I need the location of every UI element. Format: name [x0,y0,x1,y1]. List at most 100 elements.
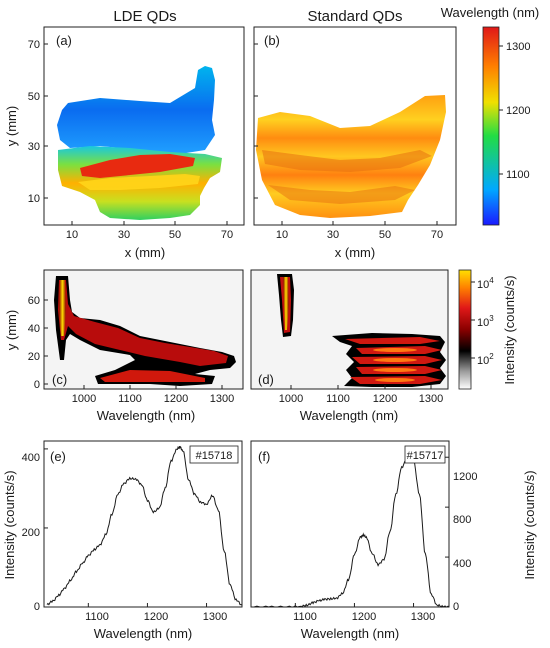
intensity-colorbar-tick: 102 [477,352,494,367]
panel-a-ytick: 70 [28,39,40,51]
panel-b-xaxis: 10 30 50 70 x (mm) [276,221,443,260]
panel-f-ytick: 0 [453,601,459,613]
panel-d-xaxis: 1000 1100 1200 1300 Wavelength (nm) [279,385,443,423]
panel-f-frame [250,440,450,608]
panel-f-sample-box [404,445,446,464]
panel-a-ytick: 10 [28,193,40,205]
intensity-colorbar: 104 103 102 Intensity (counts/s) [458,269,517,390]
panel-e-xaxis: 1100 1200 1300 Wavelength (nm) [85,603,227,641]
panel-b-xtick: 50 [379,229,391,241]
panel-f-yaxis: 0 400 800 1200 Intensity (counts/s) [445,456,537,613]
panel-b-yaxis [254,43,258,199]
panel-a-ytick: 30 [28,141,40,153]
panel-e-xlabel: Wavelength (nm) [94,626,193,641]
panel-e-ylabel: Intensity (counts/s) [2,470,17,579]
panel-d-xtick: 1000 [279,393,303,405]
panel-c-ytick: 20 [28,351,40,363]
wavelength-colorbar-tick: 1300 [506,41,530,53]
panel-c-ytick: 40 [28,323,40,335]
panel-c-ridge [59,280,66,336]
panel-c-xaxis: 1000 1100 1200 1300 Wavelength (nm) [72,385,234,423]
panel-c-xlabel: Wavelength (nm) [97,408,196,423]
panel-d-letter: (d) [258,372,274,387]
panel-a-xtick: 10 [66,229,78,241]
panel-e: (e) #15718 0 200 400 Intensity (counts/s… [2,440,243,641]
panel-c-ytick: 0 [34,379,40,391]
panel-f-ytick: 800 [453,514,471,526]
panel-a-xtick: 70 [221,229,233,241]
panel-f-xtick: 1100 [293,611,317,623]
panel-e-frame [43,440,243,608]
panel-c-xtick: 1100 [118,393,142,405]
panel-e-ytick: 0 [34,601,40,613]
panel-a-red-band [80,154,195,178]
panel-c-ytick: 60 [28,295,40,307]
panel-d: (d) 1000 1100 1200 1300 Wavelength (nm) [250,269,449,423]
panel-e-xtick: 1100 [85,611,109,623]
panel-e-xtick: 1300 [203,611,227,623]
panel-f-xlabel: Wavelength (nm) [301,626,400,641]
panel-b-xlabel: x (mm) [335,245,375,260]
panel-d-xtick: 1300 [419,393,443,405]
intensity-colorbar-scale [458,269,472,390]
panel-d-xtick: 1100 [326,393,350,405]
panel-f: (f) #15717 0 400 800 1200 Intensity (cou… [250,440,537,641]
panel-a-frame [43,26,245,226]
panel-d-ridge [283,277,289,330]
panel-a-letter: (a) [56,33,72,48]
wavelength-colorbar-tick: 1200 [506,105,530,117]
panel-a-ylabel: y (mm) [4,106,19,146]
panel-c-map-core [58,280,228,366]
panel-f-xaxis: 1100 1200 1300 Wavelength (nm) [293,603,435,641]
panel-b-band [268,185,415,204]
panel-c-yaxis: 0 20 40 60 y (mm) [4,295,48,391]
panel-b-xtick: 10 [276,229,288,241]
intensity-colorbar-tick: 104 [477,276,494,291]
panel-f-spectrum-line [253,453,450,608]
panel-a-xtick: 30 [118,229,130,241]
panel-d-xlabel: Wavelength (nm) [300,408,399,423]
panel-b-xtick: 70 [431,229,443,241]
panel-b-band [262,150,432,172]
panel-f-ylabel: Intensity (counts/s) [522,470,537,579]
intensity-colorbar-title: Intensity (counts/s) [502,275,517,384]
panel-e-ytick: 400 [22,452,40,464]
panel-a-xlabel: x (mm) [125,245,165,260]
panel-c-xtick: 1000 [72,393,96,405]
panel-e-yaxis: 0 200 400 Intensity (counts/s) [2,448,48,613]
panel-c: (c) 0 20 40 60 y (mm) 1000 1100 1200 130… [4,269,244,423]
panel-f-ytick: 400 [453,558,471,570]
panel-a-yellow-band [78,174,200,190]
panel-e-sample-box [189,445,239,464]
panel-f-xtick: 1200 [352,611,376,623]
panel-f-letter: (f) [258,449,270,464]
panel-a: LDE QDs (a) 10 30 50 70 y (mm) 10 [4,8,245,260]
panel-a-title: LDE QDs [113,8,176,25]
intensity-colorbar-tick: 103 [477,314,494,329]
panel-a-yaxis: 10 30 50 70 y (mm) [4,39,48,205]
panel-c-ylabel: y (mm) [4,310,19,350]
panel-b: Standard QDs (b) 10 30 50 70 x (mm) [253,8,457,260]
panel-c-xtick: 1300 [210,393,234,405]
panel-b-frame [253,26,457,226]
panel-e-xtick: 1200 [144,611,168,623]
panel-f-sample-label: #15717 [407,450,444,462]
panel-d-bands-hot [373,348,417,382]
wavelength-colorbar: Wavelength (nm) 1300 1200 1100 [441,5,540,226]
panel-b-xtick: 30 [327,229,339,241]
panel-f-xtick: 1300 [411,611,435,623]
panel-c-map-core [100,370,205,382]
panel-e-spectrum-line [46,445,243,606]
wavelength-colorbar-tick: 1100 [506,169,530,181]
panel-e-sample-label: #15718 [196,450,233,462]
panel-c-xtick: 1200 [164,393,188,405]
panel-b-title: Standard QDs [307,8,402,25]
panel-a-xaxis: 10 30 50 70 x (mm) [66,221,233,260]
panel-a-upper-map [57,66,215,154]
panel-d-xtick: 1200 [373,393,397,405]
panel-e-letter: (e) [50,449,66,464]
wavelength-colorbar-title: Wavelength (nm) [441,5,540,20]
wavelength-colorbar-scale [482,26,500,226]
panel-a-ytick: 50 [28,91,40,103]
